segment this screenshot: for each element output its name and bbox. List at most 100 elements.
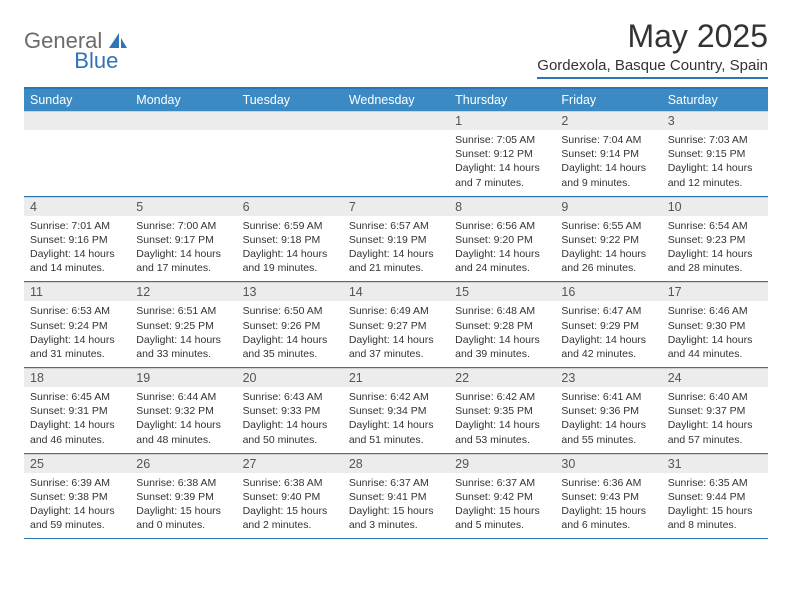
day-number: 7 xyxy=(343,197,449,216)
detail-line: Daylight: 14 hours xyxy=(455,418,549,432)
detail-line: Daylight: 14 hours xyxy=(30,504,124,518)
day-details: Sunrise: 6:41 AMSunset: 9:36 PMDaylight:… xyxy=(555,387,661,454)
detail-line: Daylight: 14 hours xyxy=(561,333,655,347)
day-details: Sunrise: 6:49 AMSunset: 9:27 PMDaylight:… xyxy=(343,301,449,368)
header: General Blue May 2025 Gordexola, Basque … xyxy=(24,18,768,79)
weekday-label: Saturday xyxy=(662,89,768,111)
detail-line: Sunrise: 6:50 AM xyxy=(243,304,337,318)
day-number: 6 xyxy=(237,197,343,216)
detail-line: Daylight: 14 hours xyxy=(243,418,337,432)
day-details: Sunrise: 6:50 AMSunset: 9:26 PMDaylight:… xyxy=(237,301,343,368)
detail-line: Sunrise: 6:44 AM xyxy=(136,390,230,404)
day-number: 19 xyxy=(130,368,236,387)
detail-line: Sunrise: 6:37 AM xyxy=(455,476,549,490)
detail-line: Sunset: 9:38 PM xyxy=(30,490,124,504)
detail-line: Sunrise: 6:35 AM xyxy=(668,476,762,490)
day-number: 21 xyxy=(343,368,449,387)
detail-line: and 24 minutes. xyxy=(455,261,549,275)
detail-line: Sunset: 9:40 PM xyxy=(243,490,337,504)
detail-line: Sunrise: 6:38 AM xyxy=(243,476,337,490)
detail-line: Daylight: 15 hours xyxy=(136,504,230,518)
title-block: May 2025 Gordexola, Basque Country, Spai… xyxy=(537,18,768,79)
detail-line: Daylight: 14 hours xyxy=(136,418,230,432)
day-number: 23 xyxy=(555,368,661,387)
day-details: Sunrise: 6:38 AMSunset: 9:39 PMDaylight:… xyxy=(130,473,236,540)
day-number: 18 xyxy=(24,368,130,387)
detail-line: and 21 minutes. xyxy=(349,261,443,275)
detail-line: Sunrise: 6:57 AM xyxy=(349,219,443,233)
detail-line: Daylight: 14 hours xyxy=(455,247,549,261)
detail-line: and 31 minutes. xyxy=(30,347,124,361)
day-details: Sunrise: 6:39 AMSunset: 9:38 PMDaylight:… xyxy=(24,473,130,540)
detail-line: and 33 minutes. xyxy=(136,347,230,361)
week-detail-row: Sunrise: 6:39 AMSunset: 9:38 PMDaylight:… xyxy=(24,473,768,540)
detail-line: Daylight: 14 hours xyxy=(136,247,230,261)
month-title: May 2025 xyxy=(537,18,768,55)
detail-line: and 50 minutes. xyxy=(243,433,337,447)
detail-line: and 19 minutes. xyxy=(243,261,337,275)
weekday-label: Thursday xyxy=(449,89,555,111)
week-number-row: 123 xyxy=(24,111,768,130)
detail-line: and 6 minutes. xyxy=(561,518,655,532)
day-details: Sunrise: 6:43 AMSunset: 9:33 PMDaylight:… xyxy=(237,387,343,454)
day-details xyxy=(343,130,449,197)
day-number: 14 xyxy=(343,282,449,301)
detail-line: and 37 minutes. xyxy=(349,347,443,361)
day-details: Sunrise: 6:37 AMSunset: 9:42 PMDaylight:… xyxy=(449,473,555,540)
detail-line: Daylight: 14 hours xyxy=(30,247,124,261)
detail-line: Daylight: 14 hours xyxy=(30,418,124,432)
day-number: 8 xyxy=(449,197,555,216)
detail-line: Sunset: 9:25 PM xyxy=(136,319,230,333)
day-number: 12 xyxy=(130,282,236,301)
day-number: 30 xyxy=(555,454,661,473)
day-details: Sunrise: 6:38 AMSunset: 9:40 PMDaylight:… xyxy=(237,473,343,540)
day-details: Sunrise: 6:54 AMSunset: 9:23 PMDaylight:… xyxy=(662,216,768,283)
detail-line: Daylight: 15 hours xyxy=(561,504,655,518)
detail-line: Sunrise: 6:36 AM xyxy=(561,476,655,490)
detail-line: and 26 minutes. xyxy=(561,261,655,275)
detail-line: Daylight: 14 hours xyxy=(136,333,230,347)
detail-line: Sunset: 9:22 PM xyxy=(561,233,655,247)
day-details: Sunrise: 6:48 AMSunset: 9:28 PMDaylight:… xyxy=(449,301,555,368)
detail-line: and 53 minutes. xyxy=(455,433,549,447)
week-number-row: 25262728293031 xyxy=(24,454,768,473)
weekday-label: Monday xyxy=(130,89,236,111)
detail-line: Daylight: 14 hours xyxy=(349,418,443,432)
detail-line: Sunrise: 6:56 AM xyxy=(455,219,549,233)
day-details: Sunrise: 7:01 AMSunset: 9:16 PMDaylight:… xyxy=(24,216,130,283)
detail-line: Sunrise: 7:01 AM xyxy=(30,219,124,233)
detail-line: Daylight: 15 hours xyxy=(455,504,549,518)
day-details: Sunrise: 6:46 AMSunset: 9:30 PMDaylight:… xyxy=(662,301,768,368)
detail-line: and 7 minutes. xyxy=(455,176,549,190)
day-details: Sunrise: 6:47 AMSunset: 9:29 PMDaylight:… xyxy=(555,301,661,368)
detail-line: Sunset: 9:23 PM xyxy=(668,233,762,247)
detail-line: Sunset: 9:19 PM xyxy=(349,233,443,247)
detail-line: Sunrise: 6:42 AM xyxy=(455,390,549,404)
day-number: 15 xyxy=(449,282,555,301)
detail-line: and 8 minutes. xyxy=(668,518,762,532)
detail-line: Daylight: 14 hours xyxy=(349,247,443,261)
weekday-label: Wednesday xyxy=(343,89,449,111)
detail-line: Sunset: 9:29 PM xyxy=(561,319,655,333)
day-details: Sunrise: 6:57 AMSunset: 9:19 PMDaylight:… xyxy=(343,216,449,283)
day-details: Sunrise: 6:40 AMSunset: 9:37 PMDaylight:… xyxy=(662,387,768,454)
day-number: 31 xyxy=(662,454,768,473)
detail-line: Sunrise: 6:37 AM xyxy=(349,476,443,490)
day-details xyxy=(24,130,130,197)
day-number: 17 xyxy=(662,282,768,301)
day-details: Sunrise: 7:05 AMSunset: 9:12 PMDaylight:… xyxy=(449,130,555,197)
detail-line: Sunset: 9:35 PM xyxy=(455,404,549,418)
detail-line: Sunset: 9:41 PM xyxy=(349,490,443,504)
detail-line: Sunrise: 6:53 AM xyxy=(30,304,124,318)
detail-line: Sunrise: 6:55 AM xyxy=(561,219,655,233)
week-detail-row: Sunrise: 7:01 AMSunset: 9:16 PMDaylight:… xyxy=(24,216,768,283)
detail-line: Sunrise: 6:45 AM xyxy=(30,390,124,404)
day-number xyxy=(24,111,130,130)
day-number: 13 xyxy=(237,282,343,301)
day-number xyxy=(130,111,236,130)
detail-line: Daylight: 14 hours xyxy=(668,418,762,432)
calendar-page: General Blue May 2025 Gordexola, Basque … xyxy=(0,0,792,547)
detail-line: and 17 minutes. xyxy=(136,261,230,275)
detail-line: and 51 minutes. xyxy=(349,433,443,447)
detail-line: and 5 minutes. xyxy=(455,518,549,532)
